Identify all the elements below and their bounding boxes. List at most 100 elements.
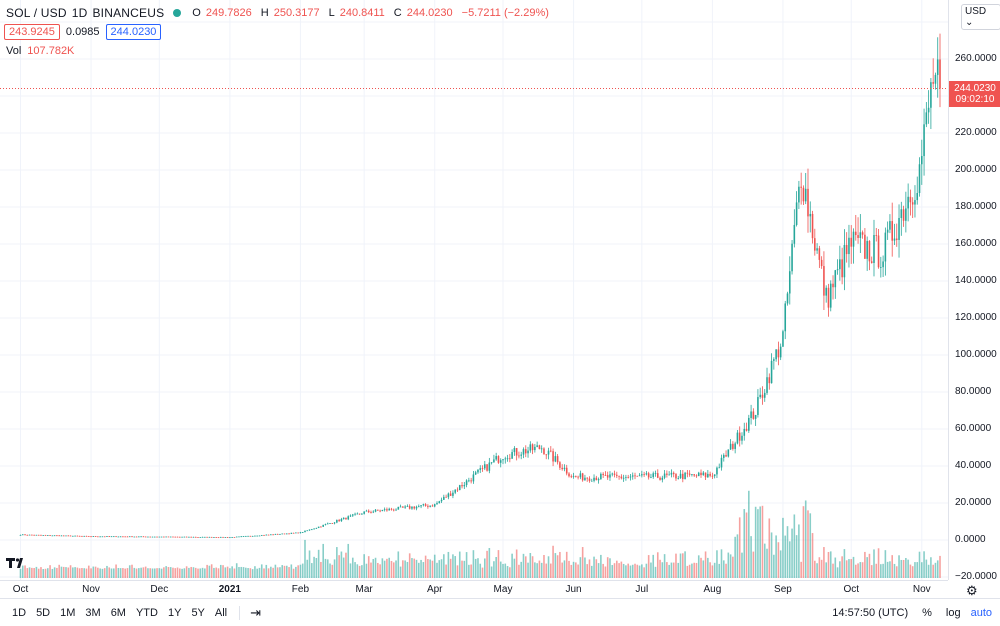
range-button-all[interactable]: All [214, 606, 228, 619]
candle-body [454, 489, 457, 493]
sell-price-button[interactable]: 243.9245 [4, 24, 60, 40]
utc-clock[interactable]: 14:57:50 (UTC) [832, 606, 909, 619]
candle-body [158, 536, 161, 538]
volume-bar [572, 561, 575, 578]
candle-body [194, 536, 197, 538]
volume-bar [215, 567, 218, 578]
volume-bar [905, 557, 907, 578]
volume-bar [545, 563, 548, 578]
range-button-3m[interactable]: 3M [85, 606, 101, 619]
candle-body [443, 496, 445, 500]
range-button-1y[interactable]: 1Y [167, 606, 182, 619]
tradingview-logo-icon[interactable] [6, 556, 28, 570]
volume-bar [584, 557, 586, 578]
volume-bar [206, 564, 208, 578]
volume-bar [397, 551, 400, 578]
interval-label[interactable]: 1D [71, 6, 88, 20]
volume-bar [597, 563, 600, 578]
goto-date-icon[interactable]: ⇥ [250, 604, 262, 620]
candle-body [547, 450, 550, 455]
currency-select[interactable]: USD ⌄ [961, 4, 1000, 30]
volume-bar [645, 563, 648, 578]
price-tick-label: 180.0000 [955, 201, 997, 212]
range-button-ytd[interactable]: YTD [135, 606, 158, 619]
candle-body [543, 448, 545, 455]
candle-body [415, 506, 418, 509]
gear-icon[interactable]: ⚙ [966, 583, 978, 598]
chart-pane[interactable]: SOL / USD 1D BINANCEUS O 249.7826 H 250.31… [0, 0, 948, 580]
candle-body [417, 506, 420, 508]
volume-bar [499, 561, 502, 578]
volume-bar [33, 568, 35, 578]
candle-body [889, 221, 891, 230]
candle-body [347, 516, 350, 520]
candle-body [106, 536, 108, 537]
candle-body [634, 475, 636, 477]
candle-body [704, 472, 707, 478]
volume-bar [47, 568, 49, 578]
volume-legend: Vol 107.782K [6, 45, 74, 57]
volume-bar [263, 568, 265, 578]
volume-bar [627, 563, 629, 578]
price-axis[interactable]: 260.0000240.0000220.0000200.0000180.0000… [948, 0, 1000, 582]
candlestick-chart[interactable] [0, 0, 948, 580]
volume-bar [861, 562, 864, 578]
candle-body [820, 259, 823, 267]
candle-body [572, 475, 575, 477]
candle-body [713, 474, 716, 477]
auto-scale-toggle[interactable]: auto [970, 606, 992, 619]
volume-bar [290, 564, 293, 578]
candle-body [631, 475, 634, 477]
volume-bar [315, 558, 318, 578]
candle-body [179, 536, 181, 538]
range-button-5d[interactable]: 5D [36, 606, 51, 619]
candle-body [759, 394, 761, 398]
candle-body [647, 473, 650, 478]
range-button-5y[interactable]: 5Y [191, 606, 205, 619]
volume-bar [750, 536, 752, 578]
volume-bar [638, 565, 641, 578]
candle-body [602, 473, 604, 476]
range-button-6m[interactable]: 6M [110, 606, 126, 619]
candle-body [563, 467, 566, 470]
volume-bar [736, 534, 739, 578]
volume-bar [31, 567, 33, 578]
candle-body [265, 534, 268, 536]
volume-bar [914, 562, 916, 578]
candle-body [408, 506, 411, 509]
candle-body [845, 244, 848, 255]
volume-bar [411, 558, 413, 578]
volume-bar [436, 562, 438, 578]
candle-body [440, 499, 443, 502]
volume-bar [169, 567, 172, 578]
symbol-name[interactable]: SOL / USD [6, 6, 67, 20]
candle-body [131, 536, 133, 538]
volume-bar [363, 554, 365, 578]
log-scale-toggle[interactable]: log [945, 606, 961, 619]
percent-scale-toggle[interactable]: % [922, 606, 932, 619]
time-axis[interactable]: Oct Nov Dec 2021 Feb Mar Apr May Jun Jul Aug Sep Oct… [0, 580, 948, 599]
buy-price-button[interactable]: 244.0230 [105, 24, 162, 40]
candle-body [463, 485, 466, 487]
volume-bar [477, 558, 479, 578]
candle-body [518, 455, 520, 457]
volume-bar [536, 563, 538, 578]
candle-body [779, 346, 782, 358]
volume-bar [493, 561, 495, 578]
candle-body [438, 501, 441, 504]
candle-body [103, 536, 106, 538]
candle-body [477, 469, 479, 473]
volume-bar [543, 555, 545, 578]
volume-bar [188, 567, 190, 578]
range-button-1d[interactable]: 1D [12, 606, 27, 619]
candle-body [773, 359, 775, 361]
range-button-1m[interactable]: 1M [60, 606, 76, 619]
candle-body [914, 200, 916, 205]
volume-bar [402, 560, 404, 578]
candle-body [474, 472, 477, 475]
candle-body [349, 515, 352, 517]
candle-body [570, 476, 573, 478]
volume-bar [509, 567, 511, 578]
volume-bar [356, 564, 359, 578]
candle-body [85, 535, 88, 537]
